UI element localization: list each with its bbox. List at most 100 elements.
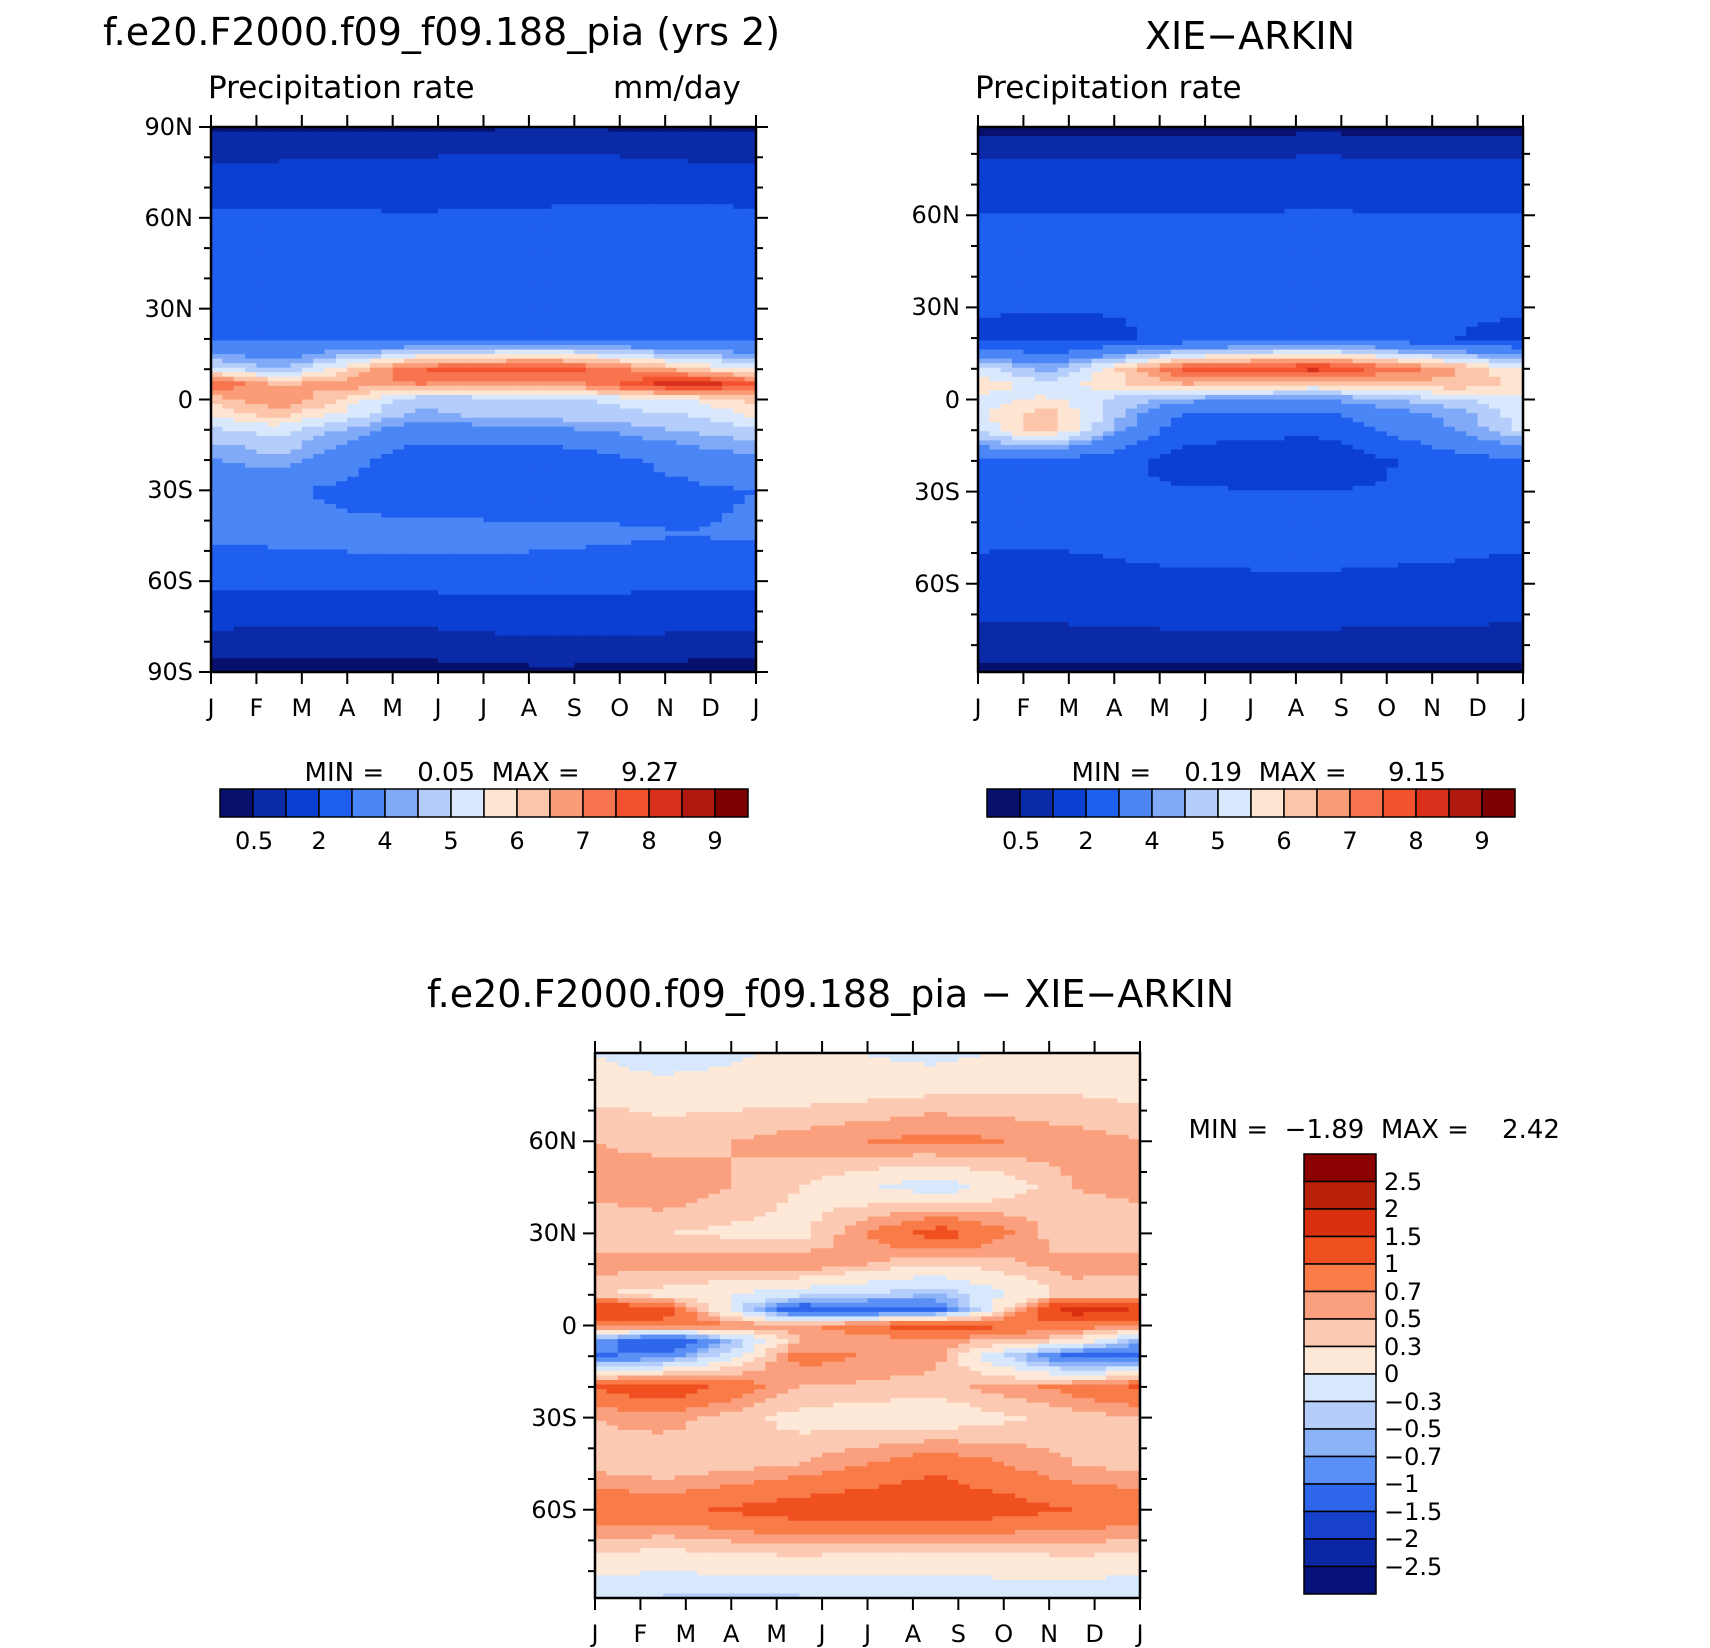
panel-a-cell [733, 340, 746, 346]
panel-a-cell [528, 154, 541, 160]
panel-a-cell [404, 517, 416, 523]
panel-a-cell [460, 490, 473, 496]
panel-a-cell [665, 440, 678, 446]
panel-a-cell [245, 494, 258, 501]
panel-a-cell [585, 513, 598, 519]
panel-a-cell [733, 485, 746, 491]
panel-a-cell [324, 417, 337, 423]
panel-a-cell [222, 458, 235, 464]
panel-a-cell [653, 563, 666, 569]
panel-a-cell [267, 149, 280, 155]
panel-a-cell [358, 553, 371, 560]
panel-a-cell [642, 572, 655, 578]
panel-a-cell [358, 517, 371, 523]
panel-a-cell [324, 503, 337, 510]
panel-a-cell [574, 204, 587, 210]
panel-a-cell [653, 326, 666, 332]
panel-a-cell [290, 367, 303, 373]
panel-a-cell [574, 245, 587, 251]
panel-a-cell [562, 217, 575, 223]
panel-a-cell [608, 508, 621, 514]
panel-a-cell [335, 531, 348, 537]
panel-a-cell [517, 217, 530, 223]
panel-a-cell [222, 208, 235, 214]
panel-a-cell [415, 186, 428, 192]
panel-a-cell [381, 563, 394, 569]
panel-a-cell [665, 563, 678, 569]
panel-a-cell [687, 263, 700, 269]
panel-a-cell [687, 236, 700, 242]
panel-a-cell [233, 317, 246, 323]
panel-a-cell [301, 363, 314, 369]
panel-a-cell [551, 167, 564, 174]
panel-a-cell [721, 526, 734, 532]
panel-a-cell [642, 372, 655, 378]
panel-a-cell [222, 236, 235, 242]
panel-a-cell [517, 186, 530, 192]
panel-a-cell [721, 272, 734, 278]
panel-a-cell [665, 331, 678, 337]
panel-a-cell [438, 222, 451, 228]
panel-a-cell [358, 308, 371, 314]
panel-a-cell [358, 313, 371, 319]
panel-a-cell [597, 390, 609, 396]
panel-a-cell [665, 276, 678, 283]
panel-a-cell [335, 272, 348, 278]
panel-a-cell [665, 522, 678, 528]
panel-a-cell [517, 199, 530, 205]
panel-a-cell [460, 572, 473, 578]
panel-a-cell [483, 127, 496, 133]
panel-a-cell [665, 304, 678, 310]
panel-a-cell [619, 381, 632, 387]
panel-a-cell [597, 367, 609, 373]
panel-a-cell [347, 335, 360, 342]
panel-a-cell [619, 326, 632, 332]
panel-a-cell [710, 245, 723, 251]
panel-a-cell [608, 394, 621, 401]
panel-a-cell [562, 426, 575, 432]
panel-a-cell [506, 367, 519, 373]
panel-a-cell [290, 508, 303, 514]
panel-a-cell [324, 181, 337, 187]
panel-a-cell [687, 594, 700, 600]
panel-a-cell [267, 553, 280, 560]
panel-a-cell [494, 585, 507, 591]
panel-a-cell [358, 131, 371, 137]
panel-a-cell [483, 258, 496, 264]
panel-a-cell [597, 476, 609, 482]
panel-a-cell [369, 394, 382, 401]
panel-a-cell [335, 585, 348, 591]
panel-a-cell [347, 513, 360, 519]
panel-a-cell [392, 499, 405, 505]
panel-a-cell [585, 463, 598, 469]
panel-a-cell [415, 531, 428, 537]
panel-a-cell [494, 535, 507, 541]
panel-a-cell [665, 149, 678, 155]
panel-a-cell [233, 176, 246, 183]
panel-a-cell [256, 254, 269, 260]
panel-a-cell [721, 417, 734, 423]
panel-a-cell [597, 590, 609, 596]
panel-a-cell [699, 272, 712, 278]
panel-a-cell [279, 131, 292, 137]
panel-a-cell [313, 276, 326, 283]
panel-a-cell [222, 408, 235, 414]
panel-a-cell [540, 186, 553, 192]
panel-a-cell [211, 190, 223, 196]
panel-a-cell [267, 522, 280, 528]
panel-a-cell [438, 394, 451, 401]
panel-a-cell [597, 458, 609, 464]
panel-a-cell [631, 308, 644, 314]
panel-a-cell [642, 136, 655, 142]
panel-a-cell [369, 426, 382, 432]
panel-a-cell [585, 508, 598, 514]
panel-a-cell [562, 363, 575, 369]
panel-a-cell [517, 590, 530, 596]
panel-a-cell [415, 590, 428, 596]
panel-a-cell [608, 176, 621, 183]
panel-a-cell [449, 199, 462, 205]
panel-a-cell [313, 581, 326, 587]
panel-a-cell [540, 572, 553, 578]
panel-a-cell [438, 290, 451, 296]
panel-a-cell [597, 263, 609, 269]
